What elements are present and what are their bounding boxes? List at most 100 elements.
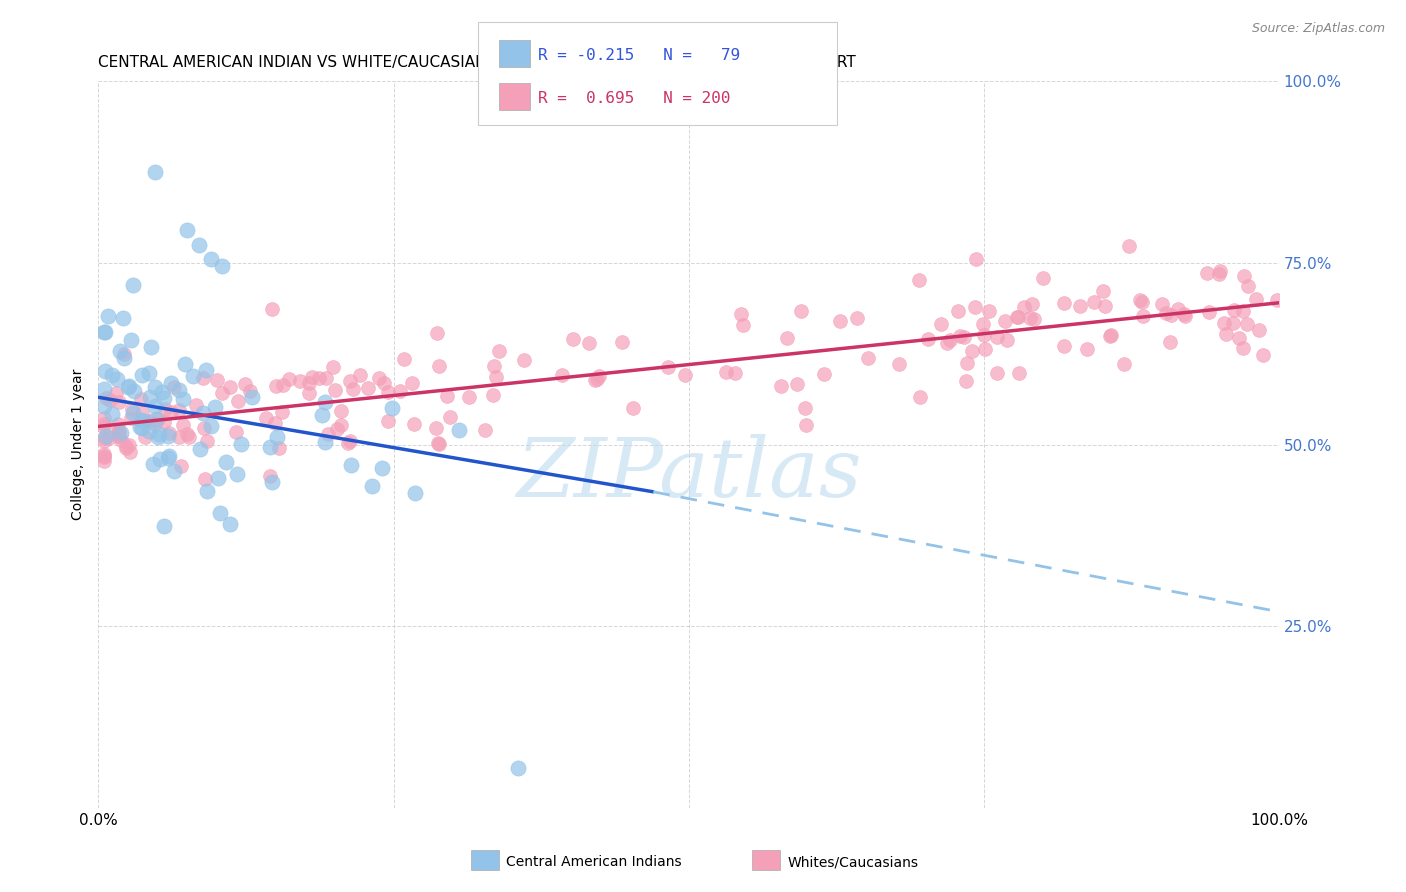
Point — [963, 300, 986, 314]
Point — [211, 260, 233, 274]
Point — [326, 422, 349, 436]
Point — [157, 429, 180, 443]
Point — [131, 413, 153, 427]
Point — [93, 411, 115, 425]
Point — [965, 252, 987, 267]
Point — [101, 368, 124, 382]
Point — [1118, 239, 1140, 253]
Point — [157, 450, 180, 465]
Point — [1212, 317, 1234, 331]
Point — [204, 400, 226, 414]
Point — [583, 373, 606, 387]
Point — [176, 426, 198, 441]
Point — [107, 417, 129, 431]
Point — [1249, 323, 1271, 337]
Point — [1018, 311, 1040, 326]
Point — [404, 485, 426, 500]
Point — [277, 372, 299, 386]
Point — [361, 479, 384, 493]
Point — [1251, 347, 1274, 361]
Point — [929, 317, 952, 331]
Point — [139, 390, 162, 404]
Point — [93, 434, 115, 448]
Point — [193, 421, 215, 435]
Point — [373, 376, 395, 390]
Point — [264, 416, 287, 430]
Point — [239, 384, 262, 398]
Point — [98, 393, 121, 408]
Point — [128, 420, 150, 434]
Point — [1223, 303, 1246, 318]
Point — [205, 373, 228, 387]
Point — [200, 252, 222, 267]
Point — [179, 429, 201, 443]
Y-axis label: College, Under 1 year: College, Under 1 year — [72, 369, 86, 520]
Point — [368, 371, 391, 385]
Point — [578, 336, 600, 351]
Point — [264, 378, 287, 392]
Point — [187, 237, 209, 252]
Point — [1005, 310, 1028, 325]
Point — [93, 450, 115, 464]
Text: Source: ZipAtlas.com: Source: ZipAtlas.com — [1251, 22, 1385, 36]
Point — [1195, 266, 1218, 280]
Point — [657, 360, 679, 375]
Point — [977, 303, 1000, 318]
Point — [211, 385, 233, 400]
Point — [724, 366, 747, 380]
Point — [138, 424, 160, 438]
Point — [308, 371, 330, 385]
Point — [960, 344, 983, 359]
Point — [1069, 299, 1091, 313]
Point — [329, 404, 352, 418]
Point — [266, 430, 288, 444]
Point — [314, 394, 336, 409]
Point — [145, 412, 167, 426]
Point — [994, 313, 1017, 327]
Point — [107, 425, 129, 439]
Point — [322, 360, 344, 375]
Point — [93, 450, 115, 464]
Point — [163, 379, 186, 393]
Point — [484, 359, 506, 373]
Point — [786, 377, 808, 392]
Point — [342, 383, 364, 397]
Point — [233, 376, 256, 391]
Point — [1154, 306, 1177, 320]
Point — [1227, 331, 1250, 345]
Point — [145, 399, 167, 413]
Point — [955, 374, 977, 388]
Point — [143, 417, 166, 431]
Point — [112, 351, 135, 366]
Point — [1233, 268, 1256, 283]
Point — [1083, 294, 1105, 309]
Point — [1237, 279, 1260, 293]
Point — [118, 379, 141, 393]
Point — [401, 376, 423, 391]
Point — [439, 409, 461, 424]
Point — [339, 374, 361, 388]
Point — [225, 467, 247, 482]
Point — [1222, 316, 1244, 330]
Point — [240, 390, 263, 404]
Point — [621, 401, 644, 415]
Point — [381, 401, 404, 415]
Point — [149, 452, 172, 467]
Point — [1053, 339, 1076, 353]
Point — [813, 367, 835, 381]
Point — [673, 368, 696, 383]
Point — [160, 405, 183, 419]
Point — [790, 304, 813, 318]
Point — [1132, 310, 1154, 324]
Point — [172, 392, 194, 406]
Point — [143, 165, 166, 179]
Point — [93, 447, 115, 461]
Text: R = -0.215   N =   79: R = -0.215 N = 79 — [538, 48, 741, 62]
Point — [218, 517, 240, 532]
Point — [887, 357, 910, 371]
Point — [215, 455, 238, 469]
Point — [226, 393, 249, 408]
Point — [254, 410, 277, 425]
Point — [1150, 296, 1173, 310]
Point — [1022, 311, 1045, 326]
